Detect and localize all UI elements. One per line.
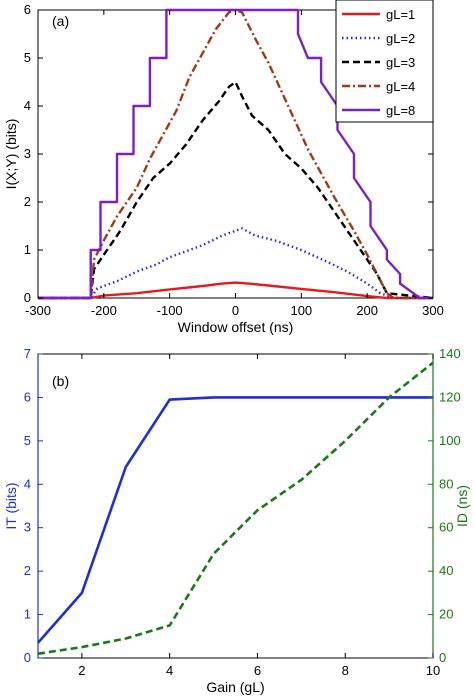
right-axis-label: ID (ns) xyxy=(454,485,470,527)
right-tick-label: 20 xyxy=(439,607,453,622)
right-tick-label: 80 xyxy=(439,476,453,491)
legend-entry: gL=3 xyxy=(386,55,415,70)
x-tick-label: 4 xyxy=(166,663,173,678)
panel-a-chart: -300 -200 -100 0 100 200 300 0 1 2 3 4 5 6 Window offs… xyxy=(3,0,444,335)
y-tick-label: 2 xyxy=(24,194,31,209)
x-tick-label: -200 xyxy=(91,303,117,318)
right-tick-label: 120 xyxy=(439,389,461,404)
right-tick-label: 100 xyxy=(439,433,461,448)
left-tick-label: 4 xyxy=(24,476,31,491)
x-tick-label: 6 xyxy=(254,663,261,678)
left-tick-label: 2 xyxy=(24,563,31,578)
x-tick-label: 300 xyxy=(422,303,444,318)
y-axis-label: I(X;Y) (bits) xyxy=(3,119,19,190)
series-line-it xyxy=(37,396,433,644)
panel-label: (b) xyxy=(52,373,69,389)
series-line-gl2 xyxy=(38,227,433,300)
legend-box xyxy=(335,0,434,123)
x-tick-label: -100 xyxy=(157,303,183,318)
legend-entry: gL=8 xyxy=(386,103,415,118)
panel-label: (a) xyxy=(52,13,69,29)
legend-entry: gL=2 xyxy=(386,31,415,46)
x-axis-label: Gain (gL) xyxy=(206,679,264,695)
y-tick-label: 4 xyxy=(24,98,31,113)
left-axis-label: IT (bits) xyxy=(3,482,19,529)
x-tick-label: 0 xyxy=(232,303,239,318)
x-tick-label: 8 xyxy=(342,663,349,678)
left-tick-label: 3 xyxy=(24,520,31,535)
series-line-gl1 xyxy=(38,281,433,300)
series-line-gl8 xyxy=(38,8,433,300)
left-tick-label: 7 xyxy=(24,346,31,361)
x-axis-label: Window offset (ns) xyxy=(178,319,294,335)
left-tick-label: 5 xyxy=(24,433,31,448)
legend-entry: gL=1 xyxy=(386,7,415,22)
left-tick-label: 0 xyxy=(24,650,31,665)
x-tick-label: -300 xyxy=(25,303,51,318)
panel-b-plot-frame xyxy=(37,353,434,659)
series-line-gl3 xyxy=(38,80,434,300)
x-tick-label: 10 xyxy=(426,663,440,678)
y-tick-label: 1 xyxy=(24,242,31,257)
left-tick-label: 1 xyxy=(24,607,31,622)
x-tick-label: 2 xyxy=(78,663,85,678)
legend-entry: gL=4 xyxy=(386,79,415,94)
x-tick-label: 200 xyxy=(356,303,378,318)
left-tick-label: 6 xyxy=(24,389,31,404)
x-tick-label: 100 xyxy=(290,303,312,318)
right-tick-label: 140 xyxy=(439,346,461,361)
right-tick-label: 60 xyxy=(439,520,453,535)
right-tick-label: 0 xyxy=(439,650,446,665)
right-tick-label: 40 xyxy=(439,563,453,578)
y-tick-label: 3 xyxy=(24,146,31,161)
y-tick-label: 6 xyxy=(24,2,31,17)
series-line-id xyxy=(37,361,434,655)
y-tick-label: 0 xyxy=(24,290,31,305)
y-tick-label: 5 xyxy=(24,50,31,65)
